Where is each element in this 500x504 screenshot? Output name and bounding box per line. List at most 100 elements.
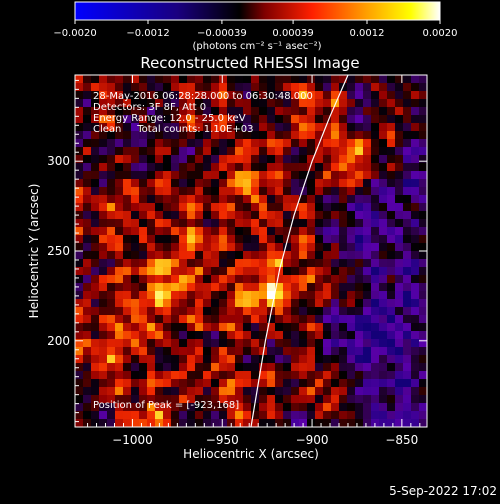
heatmap-cell	[107, 259, 116, 268]
heatmap-cell	[291, 163, 300, 172]
heatmap-cell	[339, 403, 348, 412]
heatmap-cell	[411, 131, 420, 140]
heatmap-cell	[331, 331, 340, 340]
heatmap-cell	[195, 195, 204, 204]
heatmap-cell	[323, 283, 332, 292]
heatmap-cell	[227, 307, 236, 316]
heatmap-cell	[235, 219, 244, 228]
heatmap-cell	[83, 203, 92, 212]
heatmap-cell	[379, 131, 388, 140]
heatmap-cell	[299, 139, 308, 148]
heatmap-cell	[379, 243, 388, 252]
heatmap-cell	[419, 323, 427, 332]
heatmap-cell	[187, 315, 196, 324]
heatmap-cell	[259, 267, 268, 276]
heatmap-cell	[355, 155, 364, 164]
heatmap-cell	[75, 203, 84, 212]
heatmap-cell	[123, 387, 132, 396]
heatmap-cell	[315, 187, 324, 196]
heatmap-cell	[339, 251, 348, 260]
heatmap-cell	[299, 259, 308, 268]
heatmap-cell	[211, 379, 220, 388]
heatmap-cell	[123, 315, 132, 324]
heatmap-cell	[371, 403, 380, 412]
heatmap-cell	[211, 419, 220, 427]
heatmap-cell	[355, 147, 364, 156]
heatmap-cell	[123, 203, 132, 212]
heatmap-cell	[99, 171, 108, 180]
heatmap-cell	[211, 347, 220, 356]
heatmap-cell	[163, 107, 172, 116]
heatmap-cell	[339, 107, 348, 116]
heatmap-cell	[91, 179, 100, 188]
heatmap-cell	[219, 355, 228, 364]
heatmap-cell	[123, 155, 132, 164]
heatmap-cell	[379, 347, 388, 356]
heatmap-cell	[211, 363, 220, 372]
heatmap-cell	[347, 195, 356, 204]
heatmap-cell	[355, 187, 364, 196]
heatmap-cell	[83, 123, 92, 132]
heatmap-cell	[107, 411, 116, 420]
heatmap-cell	[259, 307, 268, 316]
heatmap-cell	[243, 339, 252, 348]
heatmap-cell	[395, 243, 404, 252]
heatmap-cell	[99, 211, 108, 220]
heatmap-cell	[91, 243, 100, 252]
heatmap-cell	[179, 403, 188, 412]
heatmap-cell	[91, 227, 100, 236]
heatmap-cell	[403, 227, 412, 236]
heatmap-cell	[291, 195, 300, 204]
heatmap-cell	[139, 251, 148, 260]
heatmap-cell	[347, 75, 356, 84]
heatmap-cell	[387, 379, 396, 388]
heatmap-cell	[363, 315, 372, 324]
heatmap-cell	[155, 211, 164, 220]
heatmap-cell	[379, 219, 388, 228]
heatmap-cell	[419, 187, 427, 196]
heatmap-cell	[259, 195, 268, 204]
heatmap-cell	[187, 195, 196, 204]
heatmap-cell	[411, 91, 420, 100]
heatmap-cell	[395, 363, 404, 372]
heatmap-cell	[83, 371, 92, 380]
heatmap-cell	[203, 395, 212, 404]
heatmap-cell	[267, 419, 276, 427]
heatmap-cell	[419, 307, 427, 316]
heatmap-cell	[267, 131, 276, 140]
heatmap-cell	[323, 267, 332, 276]
heatmap-cell	[299, 299, 308, 308]
heatmap-cell	[179, 147, 188, 156]
heatmap-cell	[307, 387, 316, 396]
heatmap-cell	[179, 179, 188, 188]
heatmap-cell	[419, 371, 427, 380]
heatmap-cell	[363, 355, 372, 364]
heatmap-cell	[147, 363, 156, 372]
heatmap-cell	[275, 379, 284, 388]
heatmap-cell	[219, 267, 228, 276]
heatmap-cell	[91, 91, 100, 100]
heatmap-cell	[75, 243, 84, 252]
heatmap-cell	[315, 251, 324, 260]
annotation-time-range: 28-May-2016 06:28:28.000 to 06:30:48.000	[93, 91, 313, 102]
heatmap-cell	[267, 291, 276, 300]
heatmap-cell	[179, 115, 188, 124]
heatmap-cell	[267, 227, 276, 236]
heatmap-cell	[299, 171, 308, 180]
heatmap-cell	[139, 355, 148, 364]
heatmap-cell	[147, 387, 156, 396]
heatmap-cell	[355, 339, 364, 348]
heatmap-cell	[259, 387, 268, 396]
heatmap-cell	[251, 371, 260, 380]
heatmap-cell	[403, 251, 412, 260]
heatmap-cell	[147, 147, 156, 156]
heatmap-cell	[243, 75, 252, 84]
heatmap-cell	[251, 171, 260, 180]
heatmap-cell	[227, 323, 236, 332]
heatmap-cell	[283, 163, 292, 172]
heatmap-cell	[131, 275, 140, 284]
heatmap-cell	[163, 131, 172, 140]
heatmap-cell	[371, 275, 380, 284]
heatmap-cell	[419, 259, 427, 268]
